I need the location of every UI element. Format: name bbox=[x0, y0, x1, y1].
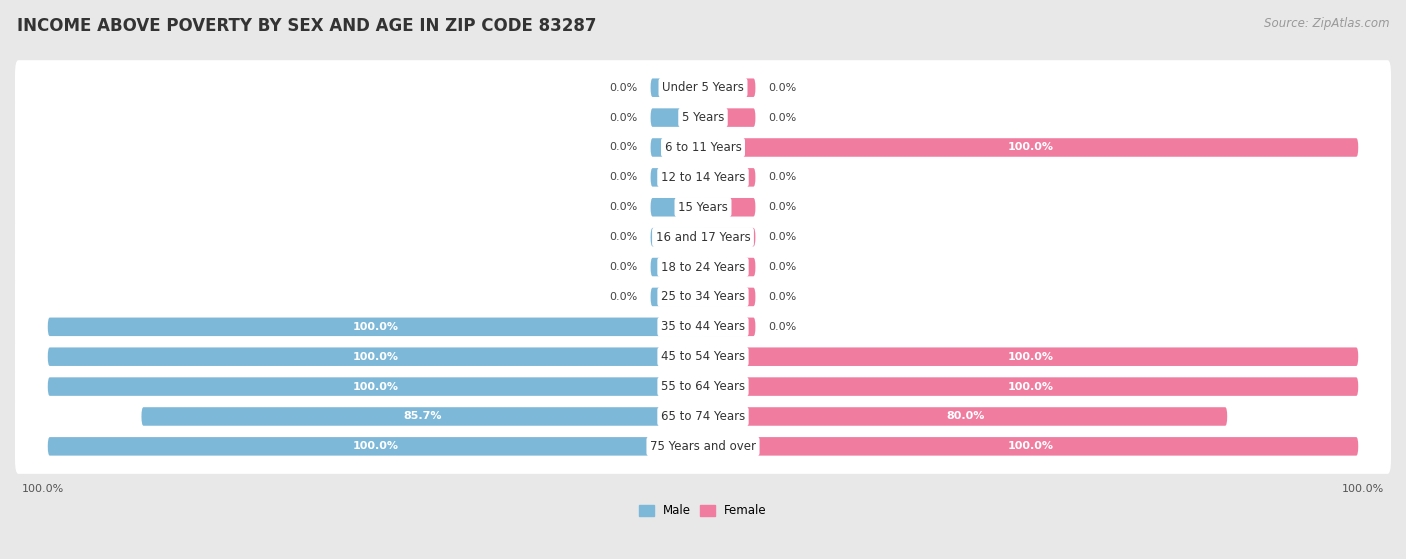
FancyBboxPatch shape bbox=[703, 228, 755, 247]
Text: 0.0%: 0.0% bbox=[769, 292, 797, 302]
FancyBboxPatch shape bbox=[651, 258, 703, 276]
Text: 100.0%: 100.0% bbox=[1008, 382, 1053, 392]
Text: 100.0%: 100.0% bbox=[353, 322, 398, 332]
Text: 0.0%: 0.0% bbox=[609, 262, 637, 272]
FancyBboxPatch shape bbox=[15, 60, 1391, 115]
Text: 100.0%: 100.0% bbox=[1008, 143, 1053, 153]
Text: 5 Years: 5 Years bbox=[682, 111, 724, 124]
FancyBboxPatch shape bbox=[703, 198, 755, 216]
Text: 0.0%: 0.0% bbox=[609, 172, 637, 182]
Text: 0.0%: 0.0% bbox=[609, 202, 637, 212]
FancyBboxPatch shape bbox=[651, 198, 703, 216]
FancyBboxPatch shape bbox=[15, 90, 1391, 145]
Text: 100.0%: 100.0% bbox=[1343, 484, 1385, 494]
Text: 80.0%: 80.0% bbox=[946, 411, 984, 421]
Text: 12 to 14 Years: 12 to 14 Years bbox=[661, 171, 745, 184]
Text: 0.0%: 0.0% bbox=[609, 112, 637, 122]
FancyBboxPatch shape bbox=[651, 78, 703, 97]
FancyBboxPatch shape bbox=[15, 210, 1391, 264]
FancyBboxPatch shape bbox=[703, 318, 755, 336]
FancyBboxPatch shape bbox=[15, 389, 1391, 444]
FancyBboxPatch shape bbox=[651, 228, 703, 247]
Text: 15 Years: 15 Years bbox=[678, 201, 728, 214]
FancyBboxPatch shape bbox=[15, 240, 1391, 295]
FancyBboxPatch shape bbox=[15, 120, 1391, 175]
FancyBboxPatch shape bbox=[703, 437, 1358, 456]
FancyBboxPatch shape bbox=[703, 258, 755, 276]
Text: Source: ZipAtlas.com: Source: ZipAtlas.com bbox=[1264, 17, 1389, 30]
Text: 75 Years and over: 75 Years and over bbox=[650, 440, 756, 453]
FancyBboxPatch shape bbox=[703, 288, 755, 306]
FancyBboxPatch shape bbox=[15, 299, 1391, 354]
Text: 0.0%: 0.0% bbox=[769, 172, 797, 182]
Text: 100.0%: 100.0% bbox=[353, 352, 398, 362]
FancyBboxPatch shape bbox=[48, 377, 703, 396]
FancyBboxPatch shape bbox=[48, 318, 703, 336]
FancyBboxPatch shape bbox=[15, 329, 1391, 384]
FancyBboxPatch shape bbox=[651, 168, 703, 187]
Text: INCOME ABOVE POVERTY BY SEX AND AGE IN ZIP CODE 83287: INCOME ABOVE POVERTY BY SEX AND AGE IN Z… bbox=[17, 17, 596, 35]
Text: 0.0%: 0.0% bbox=[609, 232, 637, 242]
FancyBboxPatch shape bbox=[703, 78, 755, 97]
Text: Under 5 Years: Under 5 Years bbox=[662, 81, 744, 94]
FancyBboxPatch shape bbox=[703, 407, 1227, 426]
FancyBboxPatch shape bbox=[15, 180, 1391, 235]
Text: 16 and 17 Years: 16 and 17 Years bbox=[655, 231, 751, 244]
Text: 0.0%: 0.0% bbox=[769, 112, 797, 122]
Text: 100.0%: 100.0% bbox=[21, 484, 63, 494]
Text: 0.0%: 0.0% bbox=[609, 292, 637, 302]
Text: 100.0%: 100.0% bbox=[353, 382, 398, 392]
Text: 18 to 24 Years: 18 to 24 Years bbox=[661, 260, 745, 273]
FancyBboxPatch shape bbox=[703, 348, 1358, 366]
Text: 100.0%: 100.0% bbox=[1008, 442, 1053, 451]
Text: 6 to 11 Years: 6 to 11 Years bbox=[665, 141, 741, 154]
Text: 85.7%: 85.7% bbox=[404, 411, 441, 421]
FancyBboxPatch shape bbox=[651, 138, 703, 157]
Text: 100.0%: 100.0% bbox=[1008, 352, 1053, 362]
Text: 0.0%: 0.0% bbox=[769, 83, 797, 93]
FancyBboxPatch shape bbox=[703, 168, 755, 187]
FancyBboxPatch shape bbox=[48, 348, 703, 366]
Text: 65 to 74 Years: 65 to 74 Years bbox=[661, 410, 745, 423]
Legend: Male, Female: Male, Female bbox=[640, 504, 766, 518]
FancyBboxPatch shape bbox=[15, 419, 1391, 474]
FancyBboxPatch shape bbox=[703, 108, 755, 127]
Text: 35 to 44 Years: 35 to 44 Years bbox=[661, 320, 745, 333]
FancyBboxPatch shape bbox=[651, 108, 703, 127]
Text: 0.0%: 0.0% bbox=[769, 322, 797, 332]
FancyBboxPatch shape bbox=[48, 437, 703, 456]
FancyBboxPatch shape bbox=[703, 377, 1358, 396]
Text: 0.0%: 0.0% bbox=[769, 232, 797, 242]
FancyBboxPatch shape bbox=[15, 150, 1391, 205]
Text: 55 to 64 Years: 55 to 64 Years bbox=[661, 380, 745, 393]
Text: 25 to 34 Years: 25 to 34 Years bbox=[661, 291, 745, 304]
FancyBboxPatch shape bbox=[15, 269, 1391, 324]
FancyBboxPatch shape bbox=[703, 138, 1358, 157]
Text: 100.0%: 100.0% bbox=[353, 442, 398, 451]
Text: 0.0%: 0.0% bbox=[609, 143, 637, 153]
FancyBboxPatch shape bbox=[651, 288, 703, 306]
Text: 0.0%: 0.0% bbox=[769, 262, 797, 272]
Text: 45 to 54 Years: 45 to 54 Years bbox=[661, 350, 745, 363]
FancyBboxPatch shape bbox=[142, 407, 703, 426]
Text: 0.0%: 0.0% bbox=[769, 202, 797, 212]
FancyBboxPatch shape bbox=[15, 359, 1391, 414]
Text: 0.0%: 0.0% bbox=[609, 83, 637, 93]
